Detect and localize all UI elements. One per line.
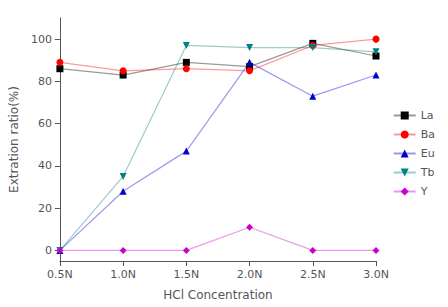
svg-text:Y: Y [420,185,428,198]
svg-text:Ba: Ba [421,128,435,141]
svg-text:Extration ratio(%): Extration ratio(%) [7,86,21,193]
svg-text:2.0N: 2.0N [237,268,263,281]
svg-text:0: 0 [45,244,52,257]
svg-text:80: 80 [38,75,52,88]
svg-text:60: 60 [38,117,52,130]
svg-text:1.5N: 1.5N [173,268,199,281]
svg-text:3.0N: 3.0N [363,268,389,281]
svg-text:20: 20 [38,202,52,215]
svg-text:0.5N: 0.5N [47,268,73,281]
svg-text:40: 40 [38,159,52,172]
svg-text:HCl Concentration: HCl Concentration [163,288,272,302]
svg-text:2.5N: 2.5N [300,268,326,281]
svg-text:1.0N: 1.0N [110,268,136,281]
svg-text:Tb: Tb [420,166,435,179]
svg-text:100: 100 [31,33,52,46]
svg-text:Eu: Eu [421,147,435,160]
svg-text:La: La [421,109,434,122]
